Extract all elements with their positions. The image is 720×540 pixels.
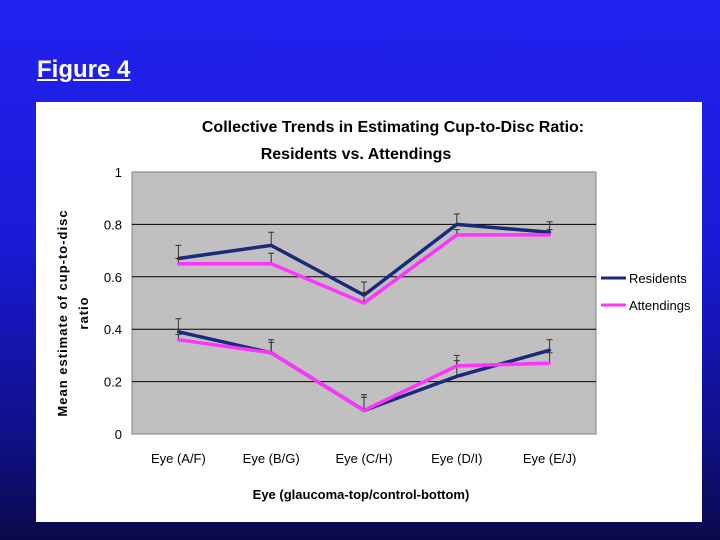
data-point-attendings-control-bottom <box>455 364 459 368</box>
chart-frame: Collective Trends in Estimating Cup-to-D… <box>36 102 702 522</box>
data-point-attendings-control-bottom <box>176 338 180 342</box>
y-tick-label: 0.6 <box>104 270 122 285</box>
legend: Residents Attendings <box>601 271 691 313</box>
data-point-attendings-glaucoma-top <box>269 262 273 266</box>
data-point-residents-control-bottom <box>176 330 180 334</box>
x-tick-label: Eye (E/J) <box>523 451 576 466</box>
legend-label-attendings: Attendings <box>629 298 691 313</box>
y-axis-label-line1: Mean estimate of cup-to-disc <box>55 209 70 416</box>
chart-title-line2: Residents vs. Attendings <box>261 146 452 163</box>
data-point-attendings-control-bottom <box>362 408 366 412</box>
x-tick-label: Eye (B/G) <box>243 451 300 466</box>
data-point-attendings-control-bottom <box>269 351 273 355</box>
y-tick-label: 0.4 <box>104 322 122 337</box>
y-tick-label: 1 <box>115 165 122 180</box>
data-point-residents-glaucoma-top <box>455 222 459 226</box>
data-point-attendings-glaucoma-top <box>176 262 180 266</box>
line-chart: Collective Trends in Estimating Cup-to-D… <box>55 119 691 502</box>
gridlines <box>132 223 596 383</box>
x-tick-label: Eye (D/I) <box>431 451 482 466</box>
x-tick-label: Eye (C/H) <box>335 451 392 466</box>
data-point-attendings-glaucoma-top <box>548 233 552 237</box>
y-tick-labels: 0 0.2 0.4 0.6 0.8 1 <box>104 165 122 442</box>
chart-title-line1: Collective Trends in Estimating Cup-to-D… <box>202 119 584 136</box>
data-point-residents-glaucoma-top <box>269 243 273 247</box>
data-point-attendings-glaucoma-top <box>362 301 366 305</box>
data-point-residents-control-bottom <box>548 348 552 352</box>
slide-title: Figure 4 <box>37 56 131 83</box>
data-point-residents-control-bottom <box>455 374 459 378</box>
y-axis-label: Mean estimate of cup-to-disc ratio <box>55 209 91 416</box>
series-lines <box>175 213 553 413</box>
x-tick-labels: Eye (A/F) Eye (B/G) Eye (C/H) Eye (D/I) Eye … <box>151 451 576 466</box>
y-tick-label: 0.2 <box>104 375 122 390</box>
x-axis-label: Eye (glaucoma-top/control-bottom) <box>253 487 470 502</box>
data-point-attendings-control-bottom <box>548 361 552 365</box>
y-tick-label: 0.8 <box>104 217 122 232</box>
data-point-attendings-glaucoma-top <box>455 233 459 237</box>
y-tick-label: 0 <box>115 427 122 442</box>
legend-label-residents: Residents <box>629 271 687 286</box>
x-tick-label: Eye (A/F) <box>151 451 206 466</box>
y-axis-label-line2: ratio <box>76 296 91 329</box>
